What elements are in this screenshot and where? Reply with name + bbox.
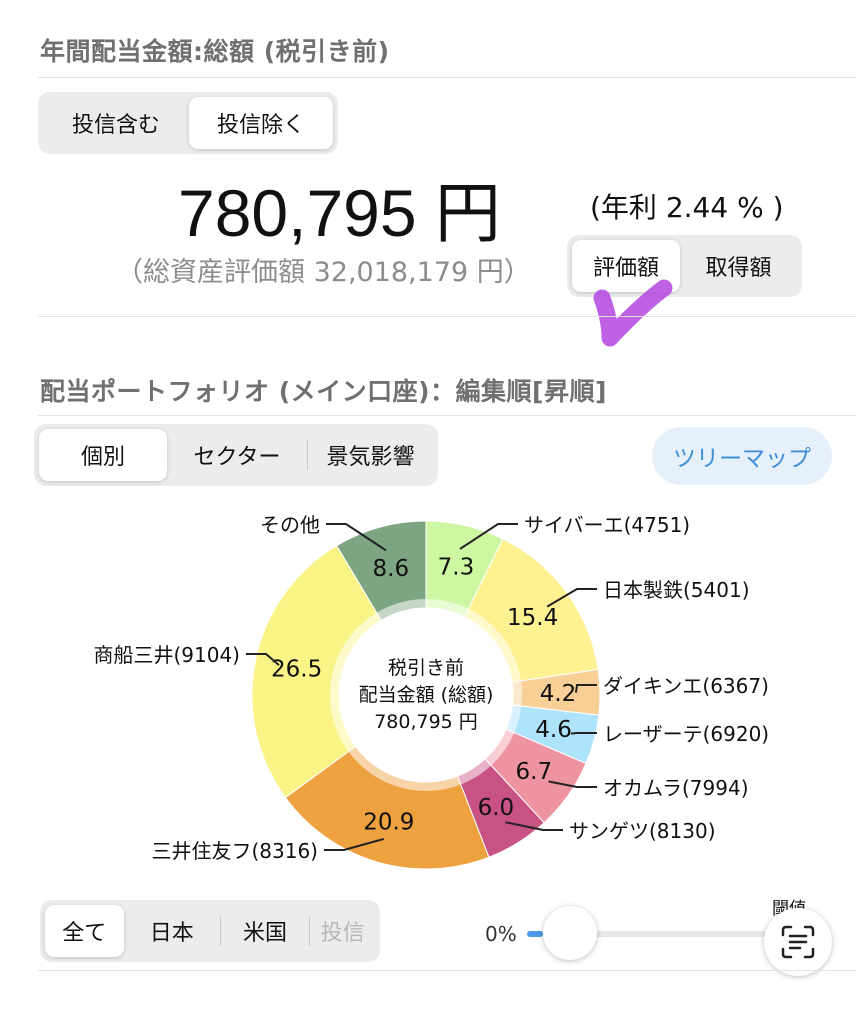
checkmark-annotation: [593, 279, 673, 347]
slice-value-label: 4.6: [535, 717, 572, 743]
leader-line: [326, 523, 387, 552]
separator: [219, 915, 221, 947]
treemap-button[interactable]: ツリーマップ: [652, 427, 832, 485]
slice-value-label: 15.4: [507, 605, 558, 631]
slider-thumb[interactable]: [543, 906, 597, 960]
toggle-funds[interactable]: 投信: [320, 921, 365, 946]
text-scan-icon: [781, 925, 815, 959]
page-title: 年間配当金額:総額 (税引き前): [40, 37, 390, 66]
toggle-economic-impact[interactable]: 景気影響: [326, 445, 415, 470]
slice-value-label: 8.6: [373, 556, 410, 582]
toggle-exclude-funds[interactable]: 投信除く: [189, 97, 333, 149]
donut-inner-ring: [330, 599, 522, 791]
slice-name-label: サイバーエ(4751): [524, 513, 690, 537]
divider: [38, 970, 856, 971]
leader-line: [459, 523, 518, 550]
region-toggle: 全て 日本 米国 投信: [40, 900, 380, 962]
slice-value-label: 20.9: [363, 810, 414, 836]
chart-center-label: 税引き前 配当金額 (総額) 780,795 円: [326, 655, 526, 736]
scan-text-button[interactable]: [764, 908, 832, 976]
slice-name-label: サンゲツ(8130): [569, 819, 716, 843]
slice-value-label: 4.2: [540, 681, 577, 707]
view-toggle: 個別 セクター 景気影響: [34, 424, 438, 486]
slice-value-label: 26.5: [271, 657, 322, 683]
total-assets-value: （総資産評価額 32,018,179 円）: [116, 257, 531, 288]
fund-toggle: 投信含む 投信除く: [38, 92, 338, 154]
threshold-slider[interactable]: [527, 931, 767, 937]
slider-value-label: 0%: [485, 922, 517, 946]
leader-line: [546, 588, 597, 608]
toggle-sector[interactable]: セクター: [193, 445, 281, 470]
separator: [307, 439, 308, 471]
toggle-acquisition-value[interactable]: 取得額: [705, 256, 772, 281]
portfolio-title: 配当ポートフォリオ (メイン口座)：編集順[昇順]: [40, 377, 607, 406]
annual-dividend-amount: 780,795 円: [178, 176, 501, 250]
slice-value-label: 6.7: [516, 759, 553, 785]
slice-value-label: 6.0: [478, 795, 515, 821]
toggle-us[interactable]: 米国: [243, 921, 288, 946]
dividend-donut-chart: 7.3 サイバーエ(4751) 15.4 日本製鉄(5401) 4.2 ダイキンエ(636…: [93, 513, 769, 870]
slice-name-label: 商船三井(9104): [93, 643, 240, 667]
divider: [38, 415, 856, 416]
leader-line: [505, 821, 563, 831]
slice-name-label: 三井住友フ(8316): [151, 839, 318, 863]
divider: [38, 316, 856, 317]
leader-line: [548, 780, 597, 788]
toggle-individual[interactable]: 個別: [39, 429, 167, 481]
leader-line: [324, 837, 385, 851]
slice-name-label: レーザーテ(6920): [603, 722, 769, 746]
slider-fill: [527, 931, 543, 937]
toggle-japan[interactable]: 日本: [149, 921, 194, 946]
leader-line: [570, 732, 597, 735]
slice-name-label: 日本製鉄(5401): [603, 578, 750, 602]
toggle-all[interactable]: 全て: [45, 905, 124, 957]
center-line-3: 780,795 円: [374, 711, 478, 733]
separator: [309, 915, 311, 947]
center-line-1: 税引き前: [387, 657, 464, 679]
leader-line: [246, 653, 280, 666]
slice-name-label: オカムラ(7994): [603, 776, 749, 800]
valuation-toggle: 評価額 取得額: [567, 235, 802, 297]
annual-yield: (年利 2.44 % ): [590, 191, 784, 224]
leader-line: [574, 684, 597, 693]
slice-name-label: その他: [260, 513, 320, 537]
slice-name-label: ダイキンエ(6367): [603, 674, 769, 698]
slice-value-label: 7.3: [438, 554, 475, 580]
center-line-2: 配当金額 (総額): [358, 684, 494, 706]
divider: [38, 77, 856, 78]
toggle-include-funds[interactable]: 投信含む: [71, 113, 160, 138]
